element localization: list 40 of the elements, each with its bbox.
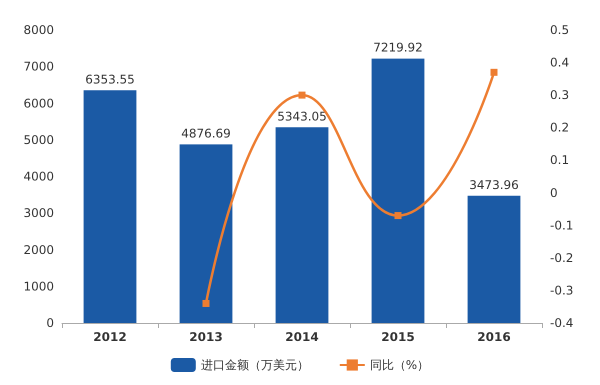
y2-tick-label: -0.4 bbox=[550, 316, 574, 330]
y-tick-label: 4000 bbox=[23, 170, 54, 184]
y-tick-label: 0 bbox=[46, 316, 54, 330]
y-tick-label: 5000 bbox=[23, 132, 54, 147]
bar bbox=[276, 127, 328, 323]
x-tick-label: 2012 bbox=[93, 330, 127, 344]
y2-tick-label: -0.1 bbox=[550, 218, 574, 232]
y2-tick-label: -0.2 bbox=[550, 250, 574, 265]
point bbox=[394, 212, 402, 220]
y2-tick-label: 0.2 bbox=[550, 120, 570, 135]
y-tick-label: 3000 bbox=[23, 206, 54, 220]
data-label: 5343.05 bbox=[277, 109, 327, 124]
y2-tick-label: 0 bbox=[550, 186, 558, 200]
point bbox=[202, 300, 210, 307]
legend-label: 进口金额（万美元） bbox=[200, 358, 309, 372]
bar bbox=[468, 196, 520, 323]
y2-tick-label: 0.3 bbox=[550, 88, 570, 102]
y-tick-label: 6000 bbox=[23, 96, 54, 110]
bar bbox=[372, 58, 424, 323]
x-tick-label: 2014 bbox=[285, 330, 319, 344]
point bbox=[298, 92, 306, 99]
data-label: 3473.96 bbox=[469, 178, 519, 192]
y2-tick-label: -0.3 bbox=[550, 283, 574, 298]
y-tick-label: 8000 bbox=[23, 23, 54, 37]
legend-label: 同比（%） bbox=[370, 358, 430, 372]
bar bbox=[180, 144, 232, 323]
y-tick-label: 1000 bbox=[23, 279, 54, 294]
data-label: 4876.69 bbox=[181, 126, 231, 140]
y2-tick-label: 0.5 bbox=[550, 23, 570, 37]
x-tick-label: 2016 bbox=[477, 330, 511, 344]
y-tick-label: 7000 bbox=[23, 60, 54, 74]
point bbox=[490, 68, 498, 76]
data-label: 6353.55 bbox=[85, 72, 135, 86]
y2-tick-label: 0.4 bbox=[550, 56, 570, 70]
y-tick-label: 2000 bbox=[23, 242, 54, 257]
data-label: 7219.92 bbox=[373, 40, 423, 55]
x-tick-label: 2013 bbox=[189, 330, 223, 344]
y2-tick-label: 0.1 bbox=[550, 153, 570, 168]
x-tick-label: 2015 bbox=[381, 330, 415, 344]
bar bbox=[84, 90, 136, 323]
